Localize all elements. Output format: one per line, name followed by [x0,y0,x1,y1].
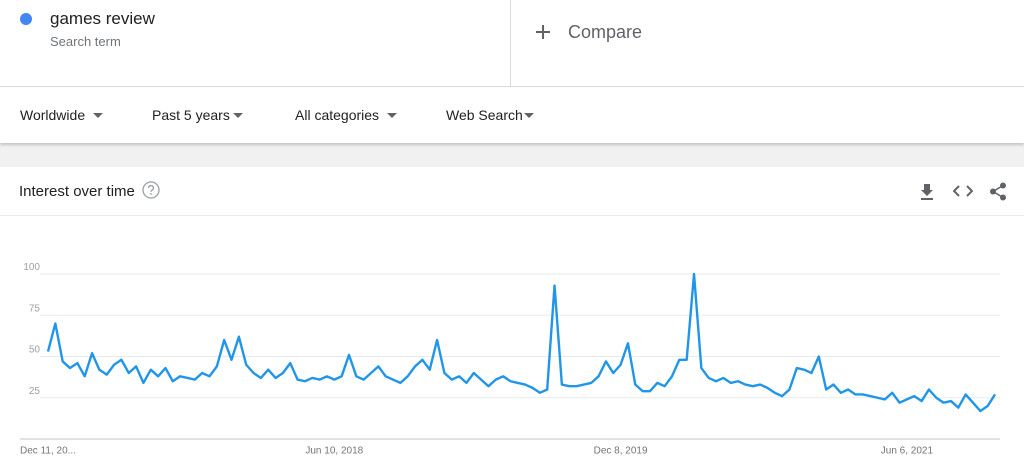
filter-dropdown[interactable]: Past 5 years [152,107,230,123]
x-tick-label: Jun 10, 2018 [305,446,363,457]
term-color-dot [20,13,32,25]
divider [0,215,1024,216]
download-icon[interactable] [919,183,935,200]
x-tick-label: Dec 11, 20... [20,446,76,457]
chart: 25 50 75 100 Dec 11, 20... Jun 10, 2018 Dec 8,… [20,262,1000,457]
filter-dropdown[interactable]: Web Search [446,107,523,123]
y-tick-label: 75 [29,303,41,314]
filter-dropdown[interactable]: Worldwide [20,107,86,123]
term-subtitle: Search term [50,34,121,49]
chart-card: Interest over time 25 50 75 100 Dec 11, 20..… [0,167,1024,460]
compare-button[interactable]: Compare [568,22,643,42]
search-bar: games review Search term Compare [0,0,1024,87]
dropdown-caret [387,113,397,118]
search-term-chip[interactable]: games review Search term [0,0,511,86]
chart-title: Interest over time [19,183,135,200]
dropdown-caret [233,113,243,118]
term-name: games review [50,9,155,28]
share-icon[interactable] [989,182,1007,201]
y-tick-label: 50 [29,345,41,356]
trend-line [46,272,997,413]
dropdown-caret [93,113,103,118]
x-tick-label: Jun 6, 2021 [881,446,934,457]
help-icon[interactable] [142,181,160,199]
filter-bar: Worldwide Past 5 years All categories We… [0,87,1024,143]
y-tick-label: 100 [23,262,40,273]
embed-icon[interactable] [953,185,973,197]
y-tick-label: 25 [29,386,41,397]
plus-icon[interactable] [535,24,551,40]
dropdown-caret [524,113,534,118]
x-tick-label: Dec 8, 2019 [594,446,648,457]
filter-dropdown[interactable]: All categories [295,107,380,123]
